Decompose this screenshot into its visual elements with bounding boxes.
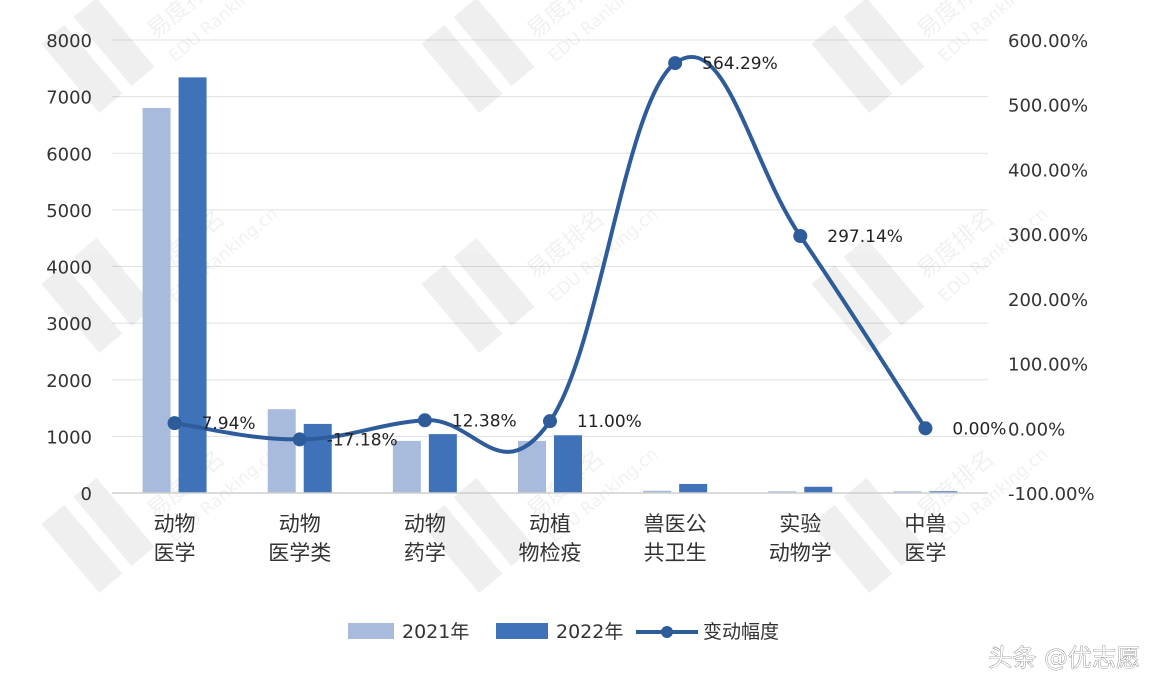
left-tick-label: 8000 — [46, 31, 92, 52]
right-tick-label: 600.00% — [1008, 31, 1088, 52]
bar-2022 — [929, 491, 958, 493]
watermark-logo-bar — [73, 477, 155, 566]
right-tick-label: 100.00% — [1008, 355, 1088, 376]
right-tick-label: 400.00% — [1008, 160, 1088, 181]
watermark-logo-bar — [843, 0, 925, 86]
bar-2022 — [303, 423, 332, 493]
right-tick-label: 200.00% — [1008, 290, 1088, 311]
change-data-label: 0.00% — [952, 419, 1006, 439]
legend-marker-change — [661, 626, 673, 638]
change-data-label: 12.38% — [452, 411, 517, 431]
credit-text: 头条 @优志愿 — [988, 644, 1140, 672]
left-tick-label: 1000 — [46, 427, 92, 448]
change-point — [292, 432, 307, 447]
bar-2022 — [679, 483, 708, 493]
left-tick-label: 3000 — [46, 314, 92, 335]
category-label: 动植 — [529, 512, 571, 536]
category-label: 动物 — [279, 512, 321, 536]
category-label: 药学 — [404, 541, 446, 565]
watermark-logo-bar — [811, 264, 893, 353]
category-label: 共卫生 — [644, 541, 707, 565]
right-tick-label: -100.00% — [1008, 484, 1095, 505]
watermark-logo-bar — [453, 477, 535, 566]
bar-2021 — [142, 107, 171, 493]
left-tick-label: 7000 — [46, 88, 92, 109]
change-line: 7.94% -17.18% 12.38% 11.00% 564.29% 297.14% 0.… — [167, 54, 1006, 454]
bar-2022 — [428, 434, 457, 493]
right-tick-label: 500.00% — [1008, 96, 1088, 117]
left-tick-label: 2000 — [46, 371, 92, 392]
bar-2022 — [554, 435, 582, 493]
watermark-logo-bar — [73, 237, 155, 326]
watermark-logo-bar — [811, 24, 893, 113]
left-tick-label: 5000 — [46, 201, 92, 222]
category-label: 医学 — [904, 541, 946, 565]
category-label: 医学类 — [268, 541, 331, 565]
right-tick-label: 0.00% — [1008, 419, 1065, 440]
category-label: 动物 — [154, 512, 196, 536]
change-point — [793, 228, 808, 243]
change-point — [668, 56, 683, 71]
bar-2021 — [267, 409, 296, 493]
change-point — [167, 416, 182, 431]
watermark-logo-bar — [41, 24, 123, 113]
category-label: 医学 — [154, 541, 196, 565]
watermark-logo-bar — [73, 0, 155, 86]
bar-2021 — [392, 440, 421, 493]
watermark-logo-bar — [421, 264, 503, 353]
right-tick-label: 300.00% — [1008, 225, 1088, 246]
category-label: 动物学 — [769, 541, 832, 565]
legend-swatch-2022 — [496, 623, 548, 639]
category-label: 实验 — [779, 512, 821, 536]
watermark-logo-bar — [811, 504, 893, 593]
watermark-logo-bar — [41, 504, 123, 593]
legend-label-2022: 2022年 — [556, 621, 623, 643]
bar-2022 — [804, 486, 833, 493]
change-point — [543, 414, 557, 429]
legend-swatch-2021 — [348, 623, 394, 639]
change-data-label: 564.29% — [702, 54, 778, 74]
bar-2021 — [893, 491, 922, 493]
change-data-label: -17.18% — [327, 430, 398, 450]
change-point — [417, 413, 432, 428]
change-data-label: 297.14% — [827, 227, 903, 247]
watermark-logo-bar — [421, 24, 503, 113]
category-label: 兽医公 — [644, 512, 707, 536]
watermark-logo-bar — [453, 0, 535, 86]
legend-label-2021: 2021年 — [402, 621, 469, 643]
watermark-logo-bar — [41, 264, 123, 353]
change-data-label: 11.00% — [577, 412, 642, 432]
bars — [142, 77, 958, 493]
legend-label-change: 变动幅度 — [703, 621, 779, 643]
change-data-label: 7.94% — [202, 414, 256, 434]
category-label: 物检疫 — [519, 541, 582, 565]
bar-2021 — [768, 491, 797, 493]
axes: 0 1000 2000 3000 4000 5000 6000 7000 8000 -100.00… — [46, 31, 1094, 565]
bar-2021 — [643, 490, 672, 493]
left-tick-label: 6000 — [46, 144, 92, 165]
watermark-logo-bar — [843, 477, 925, 566]
watermark-logo-bar — [453, 237, 535, 326]
category-label: 中兽 — [904, 512, 946, 536]
change-point — [918, 421, 933, 436]
left-tick-label: 4000 — [46, 258, 92, 279]
category-label: 动物 — [404, 512, 446, 536]
watermark-logo-bar — [843, 237, 925, 326]
watermark-logo-bar — [421, 504, 503, 593]
left-tick-label: 0 — [81, 484, 92, 505]
legend: 2021年 2022年 变动幅度 — [348, 621, 779, 643]
